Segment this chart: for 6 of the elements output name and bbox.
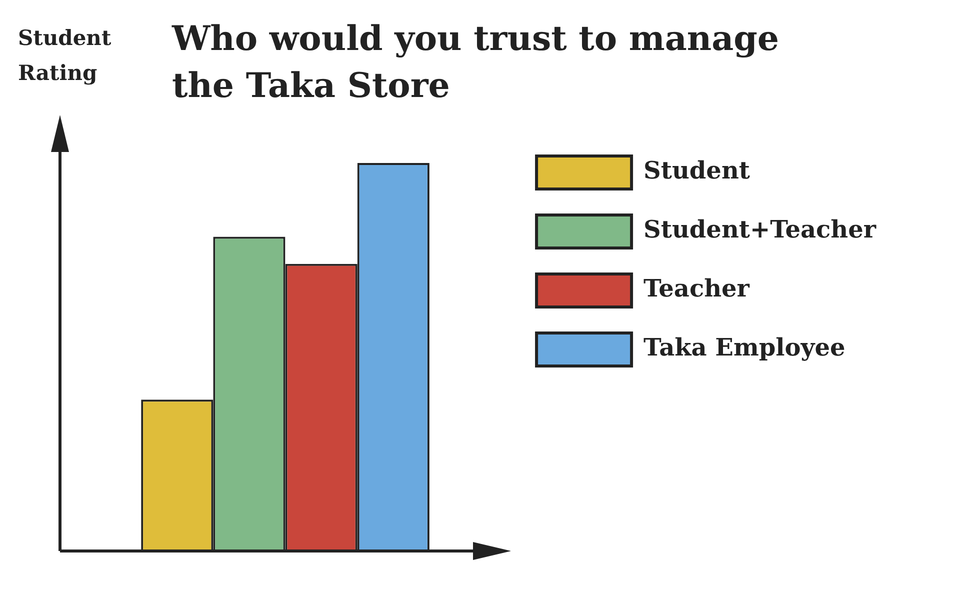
legend-label: Teacher (644, 274, 750, 303)
legend-label: Student (644, 156, 750, 185)
chart-title: Who would you trust to manage the Taka Store (172, 18, 780, 108)
y-axis-title: Student Rating (18, 24, 112, 87)
legend-label: Taka Employee (644, 332, 846, 362)
legend-label: Student+Teacher (644, 214, 876, 244)
